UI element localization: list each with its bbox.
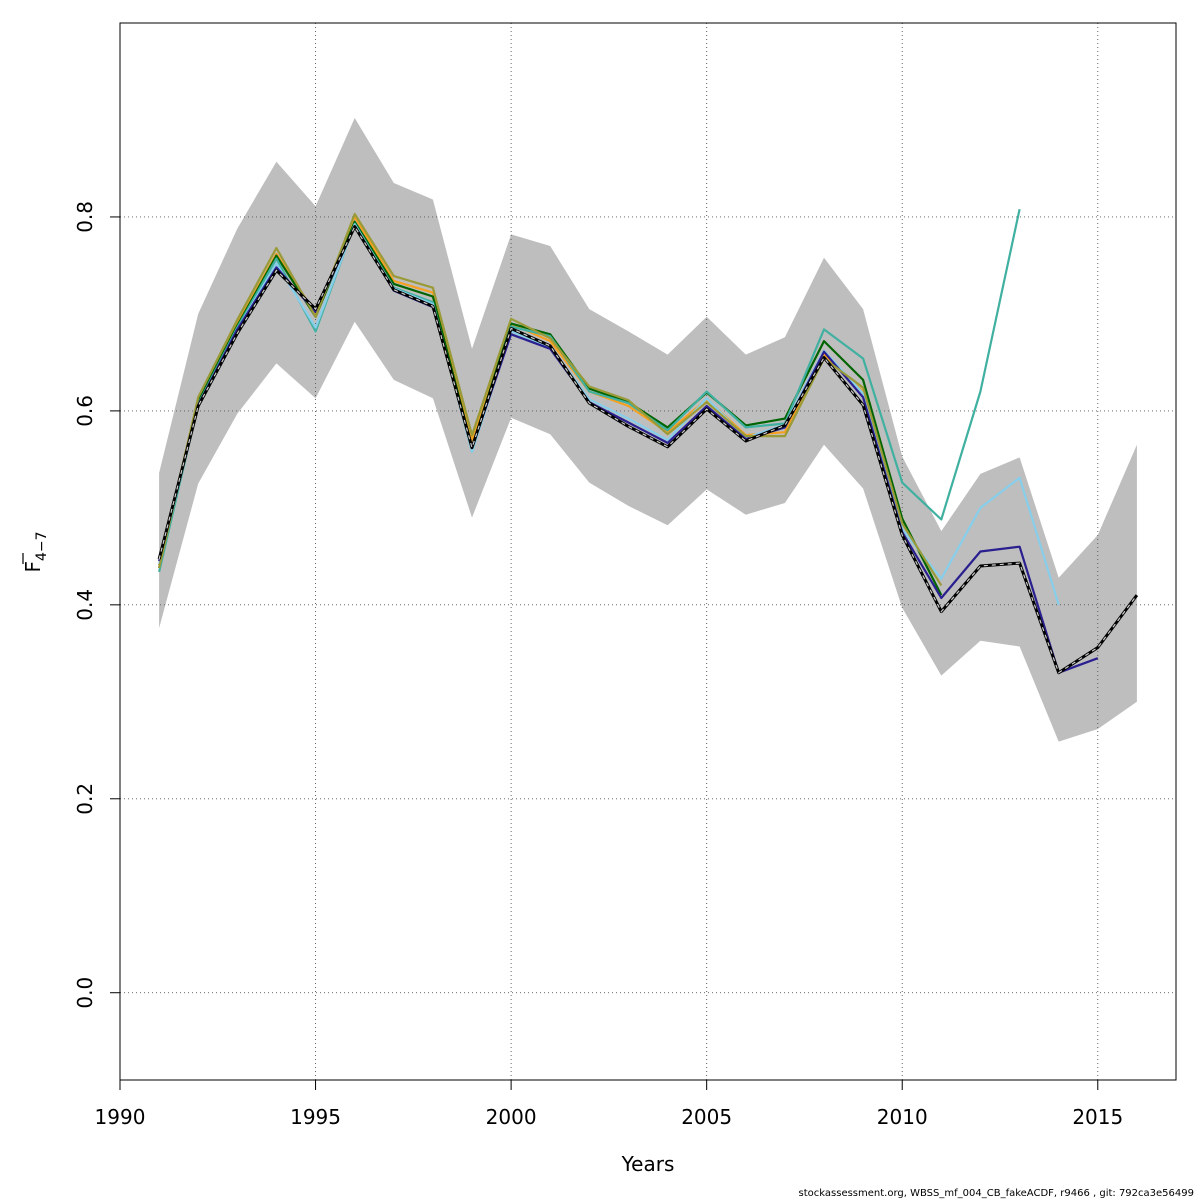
x-tick-label: 2000 — [486, 1105, 537, 1129]
y-axis: 0.0 0.2 0.4 0.6 0.8 — [73, 201, 120, 1009]
x-tick-label: 2005 — [681, 1105, 732, 1129]
y-axis-title: F4−7 — [21, 531, 50, 572]
x-axis-title: Years — [621, 1152, 675, 1176]
x-tick-label: 2015 — [1072, 1105, 1123, 1129]
y-tick-label: 0.4 — [73, 589, 97, 621]
x-tick-label: 1995 — [290, 1105, 341, 1129]
series-line-4 — [158, 223, 1060, 606]
reference-line — [157, 225, 1139, 675]
y-axis-title-subscript: 4−7 — [34, 531, 50, 561]
series-lines — [158, 208, 1099, 674]
svg-text:F4−7: F4−7 — [21, 531, 50, 572]
y-tick-label: 0.6 — [73, 395, 97, 427]
series-line-2 — [158, 220, 943, 596]
y-axis-title-main: F — [21, 561, 45, 573]
y-tick-label: 0.8 — [73, 201, 97, 233]
footer-text: stockassessment.org, WBSS_mf_004_CB_fake… — [799, 1188, 1194, 1199]
x-tick-label: 2010 — [877, 1105, 928, 1129]
x-tick-label: 1990 — [95, 1105, 146, 1129]
y-tick-label: 0.0 — [73, 977, 97, 1009]
y-tick-label: 0.2 — [73, 783, 97, 815]
reference-line-dash — [158, 225, 1138, 674]
series-line-6 — [158, 212, 943, 586]
x-axis: 1990 1995 2000 2005 2010 2015 — [95, 1079, 1123, 1129]
series-line-5 — [158, 225, 1099, 674]
